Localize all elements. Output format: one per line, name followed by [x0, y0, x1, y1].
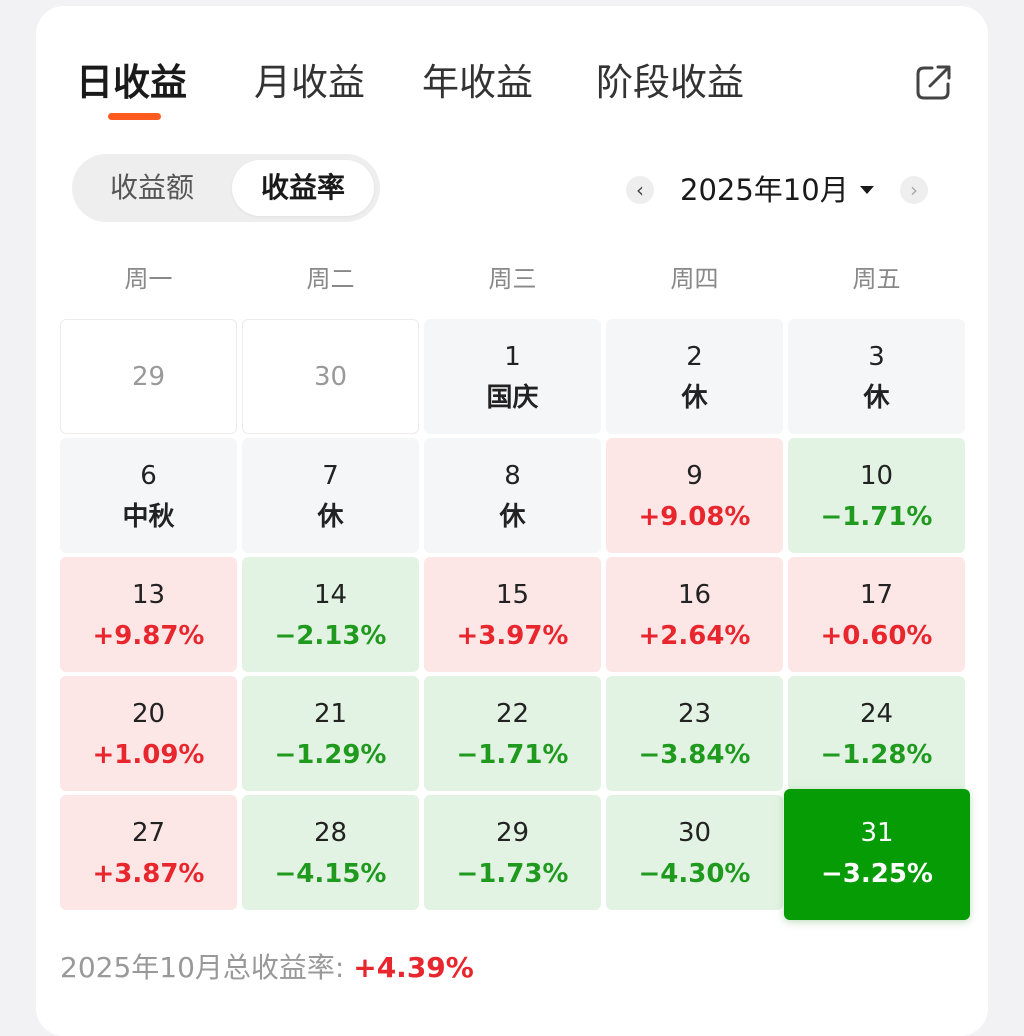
calendar-daily-return: −1.29% [274, 740, 387, 770]
calendar-day-cell[interactable]: 13 +9.87% [60, 557, 237, 672]
calendar-day-cell[interactable]: 24 −1.28% [788, 676, 965, 791]
calendar-day-number: 9 [686, 461, 703, 491]
calendar-day-number: 17 [859, 580, 894, 610]
calendar-day-cell[interactable]: 16 +2.64% [606, 557, 783, 672]
monthly-total-summary: 2025年10月总收益率: +4.39% [60, 946, 474, 990]
tab-daily-return[interactable]: 日收益 [76, 61, 187, 104]
calendar-day-cell[interactable]: 9 +9.08% [606, 438, 783, 553]
calendar-daily-return: +3.87% [92, 859, 205, 889]
calendar-holiday-label: 国庆 [486, 383, 539, 413]
calendar-day-number: 21 [313, 699, 348, 729]
calendar-day-cell[interactable]: 17 +0.60% [788, 557, 965, 672]
calendar-daily-return: −1.71% [820, 502, 933, 532]
calendar-day-number: 30 [677, 818, 712, 848]
calendar-daily-return: −1.71% [456, 740, 569, 770]
calendar-day-number: 20 [131, 699, 166, 729]
calendar-day-cell[interactable]: 14 −2.13% [242, 557, 419, 672]
calendar-day-cell[interactable]: 23 −3.84% [606, 676, 783, 791]
segment-return-amount[interactable]: 收益额 [109, 171, 194, 204]
calendar-day-number: 27 [131, 818, 166, 848]
share-icon[interactable] [912, 60, 956, 104]
calendar-day-cell[interactable]: 30 [242, 319, 419, 434]
active-tab-indicator [108, 113, 161, 120]
calendar-day-number: 28 [313, 818, 348, 848]
weekday-header: 周三 [488, 265, 537, 293]
calendar-day-number: 14 [313, 580, 348, 610]
calendar-grid: 29 30 1 国庆 2 休 3 休 6 中秋 7 休 8 休 9 +9.08% 10 −1.71% 13 +9.87… [60, 319, 970, 920]
calendar-day-cell[interactable]: 29 [60, 319, 237, 434]
tab-period-return[interactable]: 阶段收益 [596, 61, 744, 104]
monthly-total-value: +4.39% [353, 951, 474, 984]
calendar-day-number: 13 [131, 580, 166, 610]
weekday-header: 周一 [124, 265, 173, 293]
calendar-daily-return: −3.25% [821, 859, 933, 889]
calendar-day-number: 1 [504, 342, 521, 372]
prev-month-button[interactable]: ‹ [626, 176, 654, 204]
calendar-day-cell[interactable]: 15 +3.97% [424, 557, 601, 672]
calendar-day-number: 16 [677, 580, 712, 610]
calendar-day-cell[interactable]: 22 −1.71% [424, 676, 601, 791]
calendar-day-cell[interactable]: 10 −1.71% [788, 438, 965, 553]
calendar-day-cell[interactable]: 29 −1.73% [424, 795, 601, 910]
next-month-button[interactable]: › [900, 176, 928, 204]
weekday-header: 周四 [670, 265, 719, 293]
calendar-day-number: 30 [313, 362, 348, 392]
calendar-day-cell[interactable]: 1 国庆 [424, 319, 601, 434]
calendar-day-number: 15 [495, 580, 530, 610]
calendar-daily-return: −1.28% [820, 740, 933, 770]
calendar-holiday-label: 休 [863, 383, 890, 413]
calendar-daily-return: +2.64% [638, 621, 751, 651]
calendar-daily-return: −1.73% [456, 859, 569, 889]
calendar-day-cell[interactable]: 28 −4.15% [242, 795, 419, 910]
calendar-day-number: 8 [504, 461, 521, 491]
calendar-daily-return: +3.97% [456, 621, 569, 651]
tab-monthly-return[interactable]: 月收益 [254, 61, 365, 104]
calendar-daily-return: −4.15% [274, 859, 387, 889]
weekday-header: 周五 [852, 265, 901, 293]
calendar-day-cell[interactable]: 6 中秋 [60, 438, 237, 553]
calendar-daily-return: −3.84% [638, 740, 751, 770]
calendar-day-number: 10 [859, 461, 894, 491]
calendar-day-number: 29 [131, 362, 166, 392]
daily-return-card: 日收益 月收益 年收益 阶段收益 收益额 收益率 ‹ 2025年10月 › 周一… [36, 6, 988, 1036]
calendar-daily-return: +0.60% [820, 621, 933, 651]
calendar-day-cell[interactable]: 21 −1.29% [242, 676, 419, 791]
calendar-holiday-label: 休 [499, 502, 526, 532]
calendar-day-number: 6 [140, 461, 157, 491]
calendar-day-number: 24 [859, 699, 894, 729]
calendar-day-cell[interactable]: 27 +3.87% [60, 795, 237, 910]
calendar-holiday-label: 休 [681, 383, 708, 413]
calendar-daily-return: +9.87% [92, 621, 205, 651]
tab-yearly-return[interactable]: 年收益 [422, 61, 533, 104]
weekday-header: 周二 [306, 265, 355, 293]
return-type-segmented-control: 收益额 收益率 [72, 154, 380, 222]
calendar-daily-return: −2.13% [274, 621, 387, 651]
calendar-day-number: 23 [677, 699, 712, 729]
month-selector[interactable]: 2025年10月 [680, 173, 849, 207]
calendar-day-cell[interactable]: 20 +1.09% [60, 676, 237, 791]
calendar-day-number: 3 [868, 342, 885, 372]
segment-return-rate[interactable]: 收益率 [232, 160, 374, 216]
calendar-holiday-label: 休 [317, 502, 344, 532]
calendar-day-number: 22 [495, 699, 530, 729]
calendar-day-number: 29 [495, 818, 530, 848]
calendar-day-number: 31 [860, 818, 894, 848]
calendar-daily-return: +1.09% [92, 740, 205, 770]
monthly-total-label: 2025年10月总收益率: [60, 951, 354, 984]
calendar-holiday-label: 中秋 [122, 502, 175, 532]
caret-down-icon[interactable] [860, 186, 874, 194]
calendar-day-cell[interactable]: 31 −3.25% [784, 789, 970, 920]
calendar-day-number: 7 [322, 461, 339, 491]
calendar-day-cell[interactable]: 30 −4.30% [606, 795, 783, 910]
calendar-daily-return: +9.08% [638, 502, 751, 532]
calendar-daily-return: −4.30% [638, 859, 751, 889]
calendar-day-number: 2 [686, 342, 703, 372]
